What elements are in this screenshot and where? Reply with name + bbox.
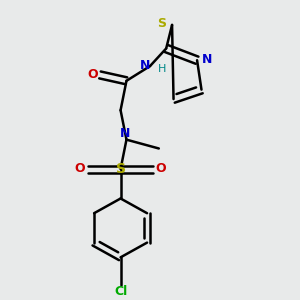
Text: O: O: [156, 162, 166, 175]
Text: O: O: [75, 162, 85, 175]
Text: N: N: [140, 59, 150, 72]
Text: S: S: [116, 162, 126, 176]
Text: N: N: [202, 53, 212, 66]
Text: O: O: [87, 68, 98, 81]
Text: S: S: [157, 17, 166, 30]
Text: H: H: [158, 64, 166, 74]
Text: Cl: Cl: [114, 285, 127, 298]
Text: N: N: [120, 127, 130, 140]
